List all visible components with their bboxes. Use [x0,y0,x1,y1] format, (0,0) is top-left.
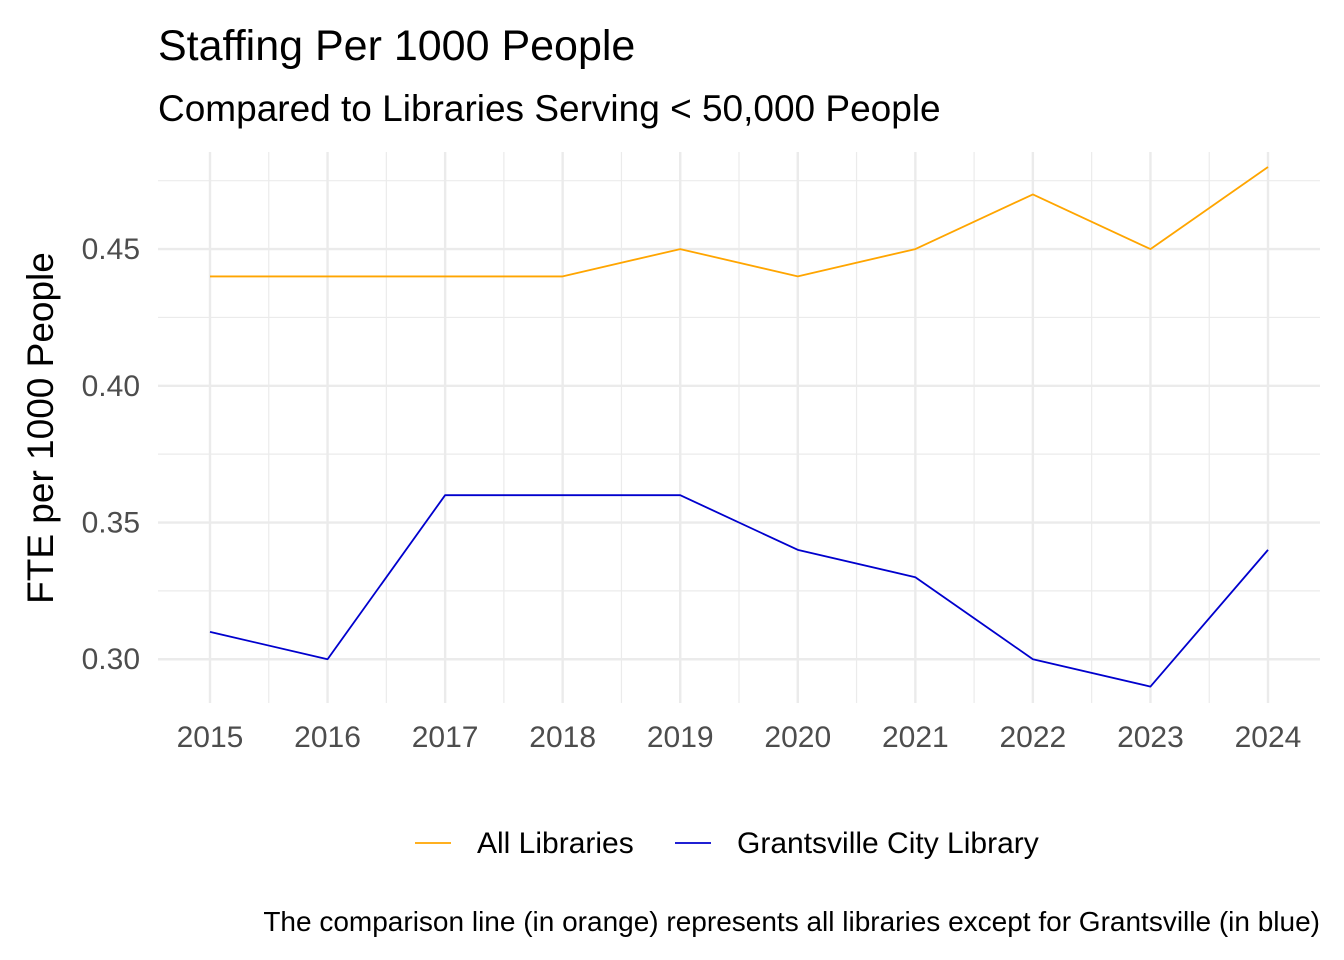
x-tick-label: 2022 [1000,721,1067,754]
x-tick-label: 2021 [882,721,949,754]
x-tick-label: 2023 [1117,721,1184,754]
y-tick-label: 0.40 [82,370,140,403]
y-axis-tick-labels: 0.30 0.35 0.40 0.45 [82,233,140,676]
y-tick-label: 0.30 [82,643,140,676]
x-tick-label: 2017 [412,721,479,754]
x-tick-label: 2016 [294,721,361,754]
x-tick-label: 2024 [1235,721,1302,754]
y-tick-label: 0.45 [82,233,140,266]
series-lines [209,166,1269,688]
y-tick-label: 0.35 [82,507,140,540]
chart-subtitle: Compared to Libraries Serving < 50,000 P… [158,88,941,129]
x-tick-label: 2020 [764,721,831,754]
legend-label: Grantsville City Library [737,827,1039,860]
y-axis-title: FTE per 1000 People [20,252,61,604]
series-line [210,166,1269,278]
chart-title: Staffing Per 1000 People [158,22,635,70]
plot-grid [158,152,1320,703]
chart-caption: The comparison line (in orange) represen… [263,906,1320,937]
legend-label: All Libraries [477,827,634,860]
legend: All Libraries Grantsville City Library [415,827,1039,860]
series-line [209,494,1269,688]
x-tick-label: 2019 [647,721,714,754]
x-tick-label: 2018 [529,721,596,754]
x-tick-label: 2015 [177,721,244,754]
x-axis-tick-labels: 2015 2016 2017 2018 2019 2020 2021 2022 2023 2024 [177,721,1302,754]
